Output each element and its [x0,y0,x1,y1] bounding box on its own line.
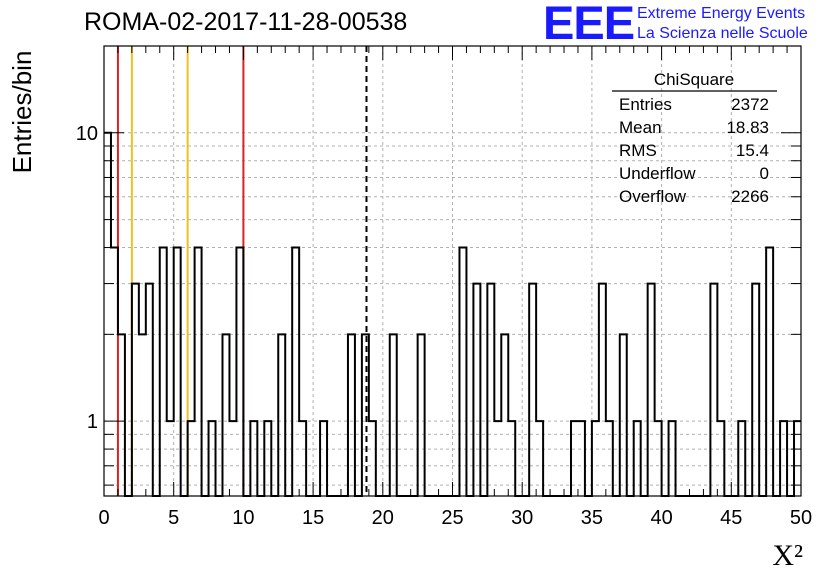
stats-label: Overflow [619,187,687,206]
y-axis-label: Entries/bin [7,51,37,174]
stats-label: Entries [619,95,672,114]
x-tick-label: 40 [650,507,672,529]
x-tick-label: 30 [511,507,533,529]
marker-lines [116,46,368,496]
histogram-bins [104,131,801,497]
histogram-outline [104,131,801,497]
page-title: ROMA-02-2017-11-28-00538 [84,8,408,36]
stats-label: RMS [619,141,657,160]
x-tick-label: 0 [98,507,109,529]
logo-line-2: La Scienza nelle Scuole [637,25,808,42]
stats-label: Mean [619,118,662,137]
logo-mark: EEE [543,0,635,49]
stats-value: 15.4 [736,141,769,160]
stats-title: ChiSquare [654,70,734,89]
stats-box: ChiSquare Entries 2372 Mean 18.83 RMS 15.4 Unde… [612,70,777,206]
x-tick-labels: 0 5 10 15 20 25 30 35 40 45 50 [98,507,812,529]
x-tick-label: 50 [790,507,812,529]
y-tick-label: 1 [87,411,98,433]
x-tick-label: 15 [302,507,324,529]
x-tick-label: 10 [232,507,254,529]
stats-value: 2266 [731,187,769,206]
stats-label: Underflow [619,164,696,183]
stats-value: 18.83 [726,118,769,137]
x-tick-label: 5 [168,507,179,529]
x-tick-label: 20 [372,507,394,529]
y-tick-label: 10 [76,123,98,145]
stats-value: 2372 [731,95,769,114]
x-tick-label: 45 [720,507,742,529]
x-tick-label: 25 [441,507,463,529]
x-tick-label: 35 [581,507,603,529]
y-tick-labels: 1 10 [76,123,98,433]
axis-ticks [103,45,802,496]
stats-value: 0 [760,164,769,183]
x-axis-label: X² [772,539,803,572]
logo-line-1: Extreme Energy Events [637,5,806,22]
